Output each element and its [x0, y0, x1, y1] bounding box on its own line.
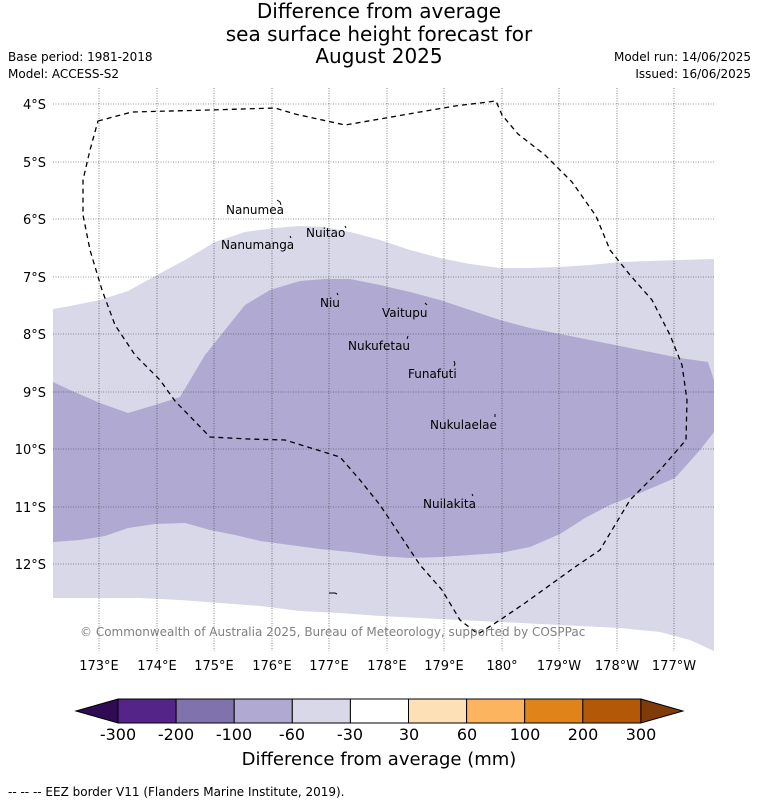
title-line-3: August 2025 — [315, 44, 443, 68]
map-area — [53, 226, 714, 651]
lon-label-180: 180° — [486, 659, 517, 674]
lat-label-8s: 8°S — [23, 328, 46, 343]
map-figure: Nanumea Nuitao Nanumanga Niu Vaitupu Nuk… — [15, 88, 714, 744]
lon-label-176e: 176°E — [252, 659, 292, 674]
colorbar-tick-label: 300 — [626, 725, 657, 744]
place-vaitupu: Vaitupu — [382, 306, 428, 320]
place-nuitao: Nuitao — [306, 226, 345, 240]
place-labels: Nanumea Nuitao Nanumanga Niu Vaitupu Nuk… — [221, 203, 497, 511]
colorbar-tick-label: -30 — [337, 725, 363, 744]
colorbar-tick-label: -60 — [279, 725, 305, 744]
place-nuilakita: Nuilakita — [423, 497, 476, 511]
colorbar-boxes — [74, 698, 685, 724]
latitude-labels: 4°S 5°S 6°S 7°S 8°S 9°S 10°S 11°S 12°S — [15, 98, 46, 573]
place-nanumea: Nanumea — [226, 203, 284, 217]
colorbar-box — [349, 698, 409, 724]
colorbar-tick-label: 30 — [399, 725, 419, 744]
lon-label-173e: 173°E — [79, 659, 119, 674]
colorbar-tick-label: 60 — [457, 725, 477, 744]
lon-label-179w: 179°W — [537, 659, 581, 674]
colorbar-box — [117, 698, 177, 724]
lon-label-177e: 177°E — [309, 659, 349, 674]
colorbar: -300 -200 -100 -60 -30 30 60 100 200 300 — [74, 698, 685, 744]
gridlines — [53, 88, 714, 651]
eez-border — [82, 100, 688, 635]
lon-label-178w: 178°W — [595, 659, 639, 674]
colorbar-tick-label: -100 — [216, 725, 252, 744]
place-funafuti: Funafuti — [408, 367, 457, 381]
island-marks — [276, 199, 496, 595]
meta-right: Model run: 14/06/2025 Issued: 16/06/2025 — [614, 49, 751, 83]
title-line-1: Difference from average — [256, 0, 502, 23]
lat-label-5s: 5°S — [23, 156, 46, 171]
eez-legend-footer: -- -- -- EEZ border V11 (Flanders Marine… — [8, 785, 345, 799]
lon-label-179e: 179°E — [424, 659, 464, 674]
title-line-2: sea surface height forecast for — [225, 21, 533, 46]
issued-text: Issued: 16/06/2025 — [635, 67, 751, 81]
colorbar-arrow-low — [74, 698, 119, 724]
place-nanumanga: Nanumanga — [221, 238, 294, 252]
longitude-labels: 173°E 174°E 175°E 176°E 177°E 178°E 179°… — [79, 659, 696, 674]
place-nukufetau: Nukufetau — [348, 339, 410, 353]
colorbar-tick-label: 100 — [510, 725, 541, 744]
colorbar-box — [408, 698, 468, 724]
lon-label-178e: 178°E — [367, 659, 407, 674]
model-run-text: Model run: 14/06/2025 — [613, 50, 751, 64]
colorbar-tick-label: -300 — [100, 725, 136, 744]
anomaly-band-medium — [53, 279, 714, 558]
colorbar-box — [524, 698, 584, 724]
lat-label-10s: 10°S — [15, 443, 46, 458]
place-niu: Niu — [320, 296, 340, 310]
model-text: Model: ACCESS-S2 — [8, 67, 120, 81]
copyright-text: © Commonwealth of Australia 2025, Bureau… — [80, 625, 585, 639]
lat-label-11s: 11°S — [15, 501, 46, 516]
colorbar-box — [582, 698, 642, 724]
lon-label-174e: 174°E — [137, 659, 177, 674]
meta-left: Base period: 1981-2018 Model: ACCESS-S2 — [8, 49, 153, 83]
lat-label-12s: 12°S — [15, 558, 46, 573]
lat-label-4s: 4°S — [23, 98, 46, 113]
lat-label-7s: 7°S — [23, 271, 46, 286]
lon-label-175e: 175°E — [194, 659, 234, 674]
colorbar-box — [466, 698, 526, 724]
colorbar-box — [175, 698, 235, 724]
colorbar-tick-labels: -300 -200 -100 -60 -30 30 60 100 200 300 — [100, 725, 656, 744]
colorbar-title: Difference from average (mm) — [241, 749, 517, 770]
place-nukulaelae: Nukulaelae — [430, 418, 497, 432]
map-title: Difference from average sea surface heig… — [0, 0, 758, 68]
base-period-text: Base period: 1981-2018 — [8, 50, 153, 64]
lon-label-177w: 177°W — [652, 659, 696, 674]
colorbar-box — [291, 698, 351, 724]
colorbar-tick-label: -200 — [158, 725, 194, 744]
lat-label-6s: 6°S — [23, 213, 46, 228]
colorbar-box — [233, 698, 293, 724]
colorbar-arrow-high — [640, 698, 685, 724]
lat-label-9s: 9°S — [23, 386, 46, 401]
colorbar-tick-label: 200 — [568, 725, 599, 744]
